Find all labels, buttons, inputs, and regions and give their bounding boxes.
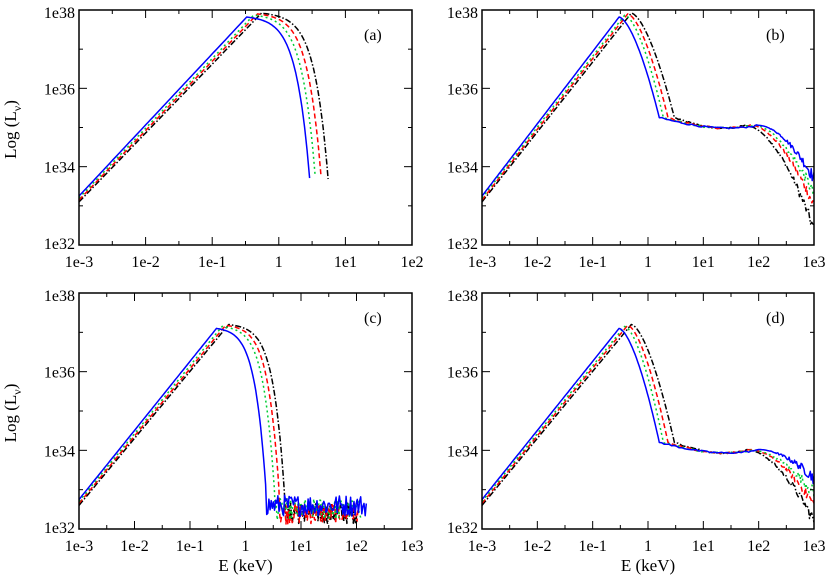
x-tick-label: 1e-3 (65, 538, 93, 555)
y-tick-label: 1e36 (447, 81, 478, 98)
x-tick-label: 1e-2 (120, 538, 148, 555)
y-axis-title: Log (Lν) (1, 384, 24, 443)
panel-label: (d) (766, 310, 785, 327)
y-axis-title-sub: ν (10, 105, 24, 111)
y-axis-title-sub: ν (10, 389, 24, 395)
series-blue-solid (482, 16, 814, 197)
y-axis-title-close: ) (1, 384, 20, 390)
y-tick-label: 1e34 (447, 160, 478, 177)
series-red-dashed (79, 324, 360, 525)
x-tick-label: 1e1 (692, 254, 715, 271)
x-tick-label: 1e2 (747, 254, 770, 271)
x-tick-label: 1e1 (334, 254, 357, 271)
y-tick-label: 1e34 (44, 160, 75, 177)
y-tick-label: 1e32 (44, 236, 75, 253)
x-tick-label: 1 (644, 254, 652, 271)
x-tick-label: 1e3 (400, 538, 423, 555)
x-axis-title: E (keV) (621, 556, 675, 575)
series-green-dotted (79, 325, 362, 521)
panel-label: (c) (364, 310, 382, 327)
y-tick-label: 1e36 (44, 81, 75, 98)
series-blue-solid (79, 16, 311, 197)
x-tick-label: 1e3 (802, 538, 825, 555)
x-tick-label: 1e2 (747, 538, 770, 555)
plot-frame (481, 9, 815, 246)
y-tick-label: 1e38 (44, 288, 75, 305)
series-group (79, 323, 368, 525)
x-tick-label: 1e3 (802, 254, 825, 271)
x-axis-title: E (keV) (218, 556, 272, 575)
plot-frame (481, 292, 815, 530)
x-tick-label: 1 (644, 538, 652, 555)
y-tick-label: 1e34 (44, 443, 75, 460)
y-axis-title: Log (Lν) (1, 100, 24, 159)
series-green-dotted (482, 14, 814, 199)
series-black-dash-dot (482, 12, 814, 226)
y-tick-label: 1e38 (44, 5, 75, 22)
x-tick-label: 1e-1 (176, 538, 204, 555)
x-tick-label: 1e-1 (578, 538, 606, 555)
y-tick-label: 1e38 (447, 5, 478, 22)
panel-a: 1e-3 1e-2 1e-1 1 1e1 1e2 1e32 1e34 1e36 1e38 (a) Lo… (1, 5, 424, 271)
x-tick-label: 1 (275, 254, 283, 271)
series-red-dashed (482, 324, 814, 504)
x-tick-label: 1e-2 (131, 254, 159, 271)
y-axis-title-main: Log (L (1, 111, 20, 159)
panel-d: 1e-3 1e-2 1e-1 1 1e1 1e2 1e3 1e32 1e34 1e36 1e38 (d… (447, 288, 826, 575)
panel-label: (a) (364, 27, 382, 44)
x-tick-label: 1e-3 (468, 538, 496, 555)
series-group (482, 323, 814, 523)
series-black-dash-dot (79, 12, 329, 203)
x-tick-label: 1e-2 (523, 538, 551, 555)
plot-frame (78, 9, 413, 246)
x-tick-label: 1e-2 (523, 254, 551, 271)
x-tick-label: 1e-1 (578, 254, 606, 271)
y-tick-label: 1e32 (44, 520, 75, 537)
series-black-dash-dot (79, 323, 358, 525)
y-axis-title-close: ) (1, 100, 20, 106)
x-tick-label: 1e-3 (468, 254, 496, 271)
x-tick-label: 1e1 (692, 538, 715, 555)
y-tick-label: 1e36 (447, 365, 478, 382)
y-axis-title-main: Log (L (1, 395, 20, 443)
series-black-dash-dot (482, 323, 814, 523)
y-tick-label: 1e32 (447, 520, 478, 537)
x-tick-label: 1e-3 (65, 254, 93, 271)
series-green-dotted (79, 14, 316, 199)
plot-frame (78, 292, 413, 530)
panel-b: 1e-3 1e-2 1e-1 1 1e1 1e2 1e3 1e32 1e34 1e36 1e38 (b… (447, 5, 826, 271)
y-tick-label: 1e36 (44, 365, 75, 382)
x-tick-label: 1e-1 (198, 254, 226, 271)
y-tick-label: 1e38 (447, 288, 478, 305)
x-tick-label: 1e1 (289, 538, 312, 555)
y-tick-label: 1e34 (447, 443, 478, 460)
x-tick-label: 1 (242, 538, 250, 555)
series-group (79, 12, 329, 203)
series-blue-solid (482, 327, 814, 500)
series-green-dotted (482, 325, 814, 502)
x-tick-label: 1e2 (345, 538, 368, 555)
x-tick-label: 1e2 (400, 254, 423, 271)
series-group (482, 12, 814, 226)
panel-c: 1e-3 1e-2 1e-1 1 1e1 1e2 1e3 1e32 1e34 1e36 1e38 (c… (1, 288, 424, 575)
panel-label: (b) (766, 27, 785, 44)
series-red-dashed (482, 13, 814, 205)
series-red-dashed (79, 13, 322, 201)
series-blue-solid (79, 327, 368, 517)
y-tick-label: 1e32 (447, 236, 478, 253)
